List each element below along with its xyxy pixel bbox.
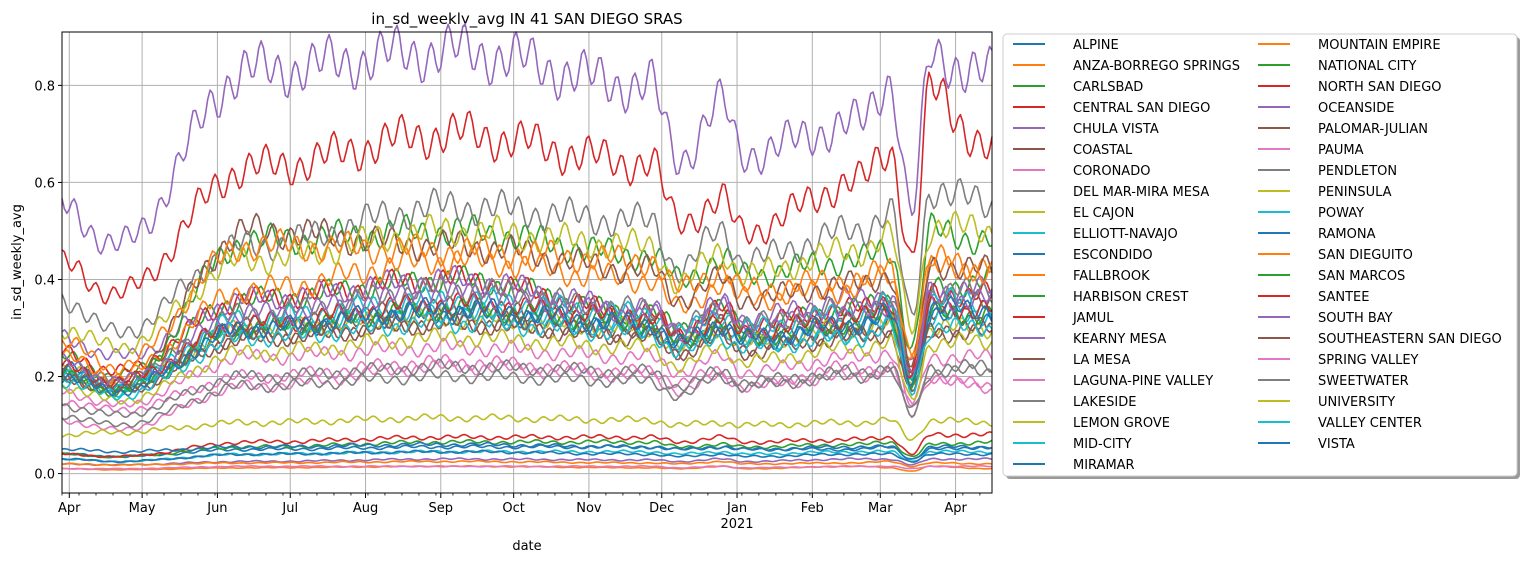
legend-label: CENTRAL SAN DIEGO	[1073, 101, 1210, 116]
series-line	[61, 210, 993, 355]
x-tick-label: Dec	[649, 501, 674, 516]
legend-label: LA MESA	[1073, 353, 1130, 368]
legend-label: MID-CITY	[1073, 437, 1132, 452]
legend-label: PALOMAR-JULIAN	[1318, 122, 1428, 137]
legend-label: VISTA	[1318, 437, 1355, 452]
series-line	[61, 353, 993, 418]
y-axis-label: in_sd_weekly_avg	[10, 204, 25, 320]
legend-label: LAGUNA-PINE VALLEY	[1073, 374, 1213, 389]
legend-label: EL CAJON	[1073, 206, 1134, 221]
x-tick-label: Jul	[281, 501, 298, 516]
series-line	[61, 457, 993, 467]
legend-label: OCEANSIDE	[1318, 101, 1394, 116]
series-line	[61, 228, 993, 375]
legend-label: NATIONAL CITY	[1318, 59, 1416, 74]
series-line	[61, 312, 993, 401]
plot-area-frame	[61, 31, 993, 494]
y-tick-label: 0.8	[34, 79, 55, 94]
legend-label: KEARNY MESA	[1073, 332, 1166, 347]
legend-label: NORTH SAN DIEGO	[1318, 80, 1442, 95]
x-tick-label: Apr	[58, 501, 81, 516]
series-line	[61, 312, 993, 394]
series-line	[61, 22, 993, 255]
legend-label: DEL MAR-MIRA MESA	[1073, 185, 1209, 200]
legend-label: SWEETWATER	[1318, 374, 1409, 389]
x-tick-label: Nov	[576, 501, 602, 516]
legend-label: ESCONDIDO	[1073, 248, 1153, 263]
series-line	[61, 459, 993, 468]
series-line	[61, 295, 993, 397]
legend-label: SOUTH BAY	[1318, 311, 1393, 326]
series-line	[61, 276, 993, 388]
series-line	[61, 337, 993, 408]
legend-label: HARBISON CREST	[1073, 290, 1188, 305]
series-line	[61, 244, 993, 384]
series-line	[61, 264, 993, 361]
x-tick-label: Oct	[502, 501, 524, 516]
legend-label: SAN MARCOS	[1318, 269, 1405, 284]
legend-label: PENINSULA	[1318, 185, 1392, 200]
legend-label: SPRING VALLEY	[1318, 353, 1419, 368]
legend-label: CARLSBAD	[1073, 80, 1143, 95]
series-line	[61, 464, 993, 470]
y-tick-label: 0.6	[34, 176, 55, 191]
legend-label: FALLBROOK	[1073, 269, 1150, 284]
legend-label: MIRAMAR	[1073, 458, 1135, 473]
legend-label: PENDLETON	[1318, 164, 1397, 179]
legend-label: UNIVERSITY	[1318, 395, 1395, 410]
series-line	[61, 358, 993, 419]
legend-label: LAKESIDE	[1073, 395, 1136, 410]
x-tick-label: Mar	[868, 501, 893, 516]
series-line	[61, 264, 993, 376]
series-line	[61, 212, 993, 398]
series-line	[61, 311, 993, 395]
legend-label: ANZA-BORREGO SPRINGS	[1073, 59, 1240, 74]
x-tick-label: Feb	[801, 501, 824, 516]
series-line	[61, 441, 993, 460]
legend-label: RAMONA	[1318, 227, 1376, 242]
y-tick-label: 0.0	[34, 468, 55, 483]
x-tick-label: Jan	[726, 501, 747, 516]
series-line	[61, 280, 993, 387]
x-tick-label: Apr	[944, 501, 967, 516]
legend-label: CHULA VISTA	[1073, 122, 1159, 137]
legend-label: POWAY	[1318, 206, 1364, 221]
legend-label: PAUMA	[1318, 143, 1364, 158]
series-line	[61, 438, 993, 459]
legend-label: VALLEY CENTER	[1318, 416, 1422, 431]
series-lines	[61, 22, 993, 472]
x-tick-year-label: 2021	[720, 517, 753, 532]
series-line	[61, 363, 993, 429]
legend-label: SAN DIEGUITO	[1318, 248, 1413, 263]
x-axis-label: date	[512, 539, 541, 554]
legend: ALPINE ANZA-BORREGO SPRINGS CARLSBAD CENTRA…	[1002, 33, 1520, 479]
y-tick-label: 0.2	[34, 371, 55, 386]
x-tick-label: Aug	[353, 501, 378, 516]
legend-label: SANTEE	[1318, 290, 1369, 305]
legend-label: MOUNTAIN EMPIRE	[1318, 38, 1441, 53]
x-tick-label: May	[129, 501, 156, 516]
y-tick-label: 0.4	[34, 273, 55, 288]
x-tick-label: Sep	[429, 501, 454, 516]
y-axis: 0.0 0.2 0.4 0.6 0.8	[34, 79, 62, 483]
legend-label: CORONADO	[1073, 164, 1150, 179]
legend-label: JAMUL	[1072, 311, 1114, 326]
legend-label: SOUTHEASTERN SAN DIEGO	[1318, 332, 1502, 347]
x-tick-label: Jun	[206, 501, 227, 516]
legend-label: ALPINE	[1073, 38, 1119, 53]
series-line	[61, 449, 993, 464]
series-line	[61, 413, 993, 442]
legend-label: COASTAL	[1073, 143, 1133, 158]
chart-title: in_sd_weekly_avg IN 41 SAN DIEGO SRAS	[371, 10, 682, 29]
legend-label: LEMON GROVE	[1073, 416, 1170, 431]
series-line	[61, 327, 993, 405]
series-line	[61, 71, 993, 305]
legend-label: ELLIOTT-NAVAJO	[1073, 227, 1178, 242]
